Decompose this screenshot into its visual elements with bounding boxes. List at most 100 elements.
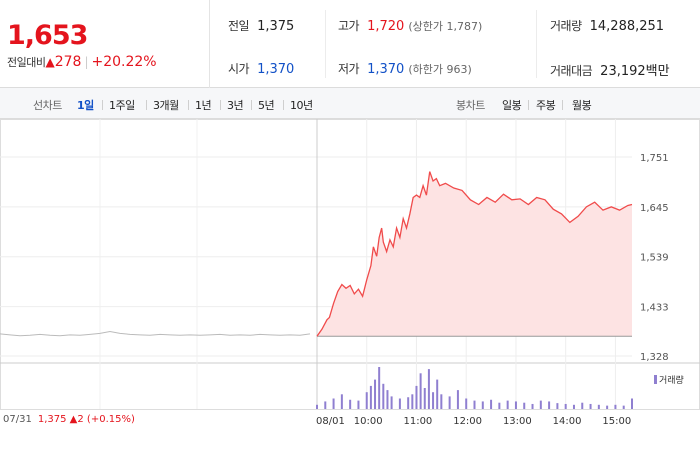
volume-bar (415, 385, 418, 409)
volume-bar (369, 385, 372, 409)
volume-bar (514, 401, 517, 409)
volume-bar (340, 394, 343, 409)
volume-swatch (654, 375, 657, 384)
volume-bar (374, 379, 377, 409)
today-area (317, 171, 632, 337)
volume-bar (589, 403, 592, 409)
volume-bar (332, 398, 335, 409)
divider (536, 10, 537, 78)
volume-bar (448, 396, 451, 409)
period-tab-5y[interactable]: 5년 (258, 99, 275, 112)
period-tab-3y[interactable]: 3년 (227, 99, 244, 112)
volume-legend: 거래량 (654, 373, 684, 386)
period-tab-10y[interactable]: 10년 (290, 99, 313, 112)
divider: | (84, 55, 89, 69)
x-tick-label: 15:00 (602, 416, 631, 427)
volume-bar (581, 402, 584, 409)
volume-bar (539, 400, 542, 409)
x-tick-label: 12:00 (453, 416, 482, 427)
candle-tab-weekly[interactable]: 주봉 (536, 99, 556, 112)
prev-close-label: 전일 (228, 19, 250, 33)
x-tick-label: 13:00 (503, 416, 532, 427)
volume-bar (523, 402, 526, 409)
prev-close-cell: 전일 1,375 (228, 17, 294, 34)
volume-legend-label: 거래량 (659, 376, 684, 386)
prev-close-value: 1,375 (257, 19, 295, 34)
divider (220, 100, 221, 110)
y-tick-label: 1,539 (640, 253, 669, 264)
x-tick-label: 08/01 (316, 416, 345, 427)
candle-tab-daily[interactable]: 일봉 (502, 99, 522, 112)
volume-bar (436, 379, 439, 409)
previous-day-line (0, 331, 311, 337)
volume-bar (423, 388, 426, 409)
volume-bar (440, 394, 443, 409)
divider (251, 100, 252, 110)
prev-day-footer: 07/31 1,375 ▲2 (+0.15%) (3, 414, 135, 425)
open-label: 시가 (228, 62, 250, 76)
volume-bar (378, 367, 381, 409)
divider (146, 100, 147, 110)
current-price-box: 1,653 전일대비▲278 | +20.22% (0, 0, 210, 88)
prev-rate: (+0.15%) (86, 414, 135, 425)
high-cell: 고가 1,720 (상한가 1,787) (338, 17, 482, 34)
period-tab-1y[interactable]: 1년 (195, 99, 212, 112)
y-tick-label: 1,433 (640, 303, 669, 314)
volume-bar (473, 400, 476, 409)
change-rate: +20.22% (91, 54, 157, 70)
price-change: 전일대비▲278 | +20.22% (7, 54, 157, 70)
period-tab-1d[interactable]: 1일 (77, 99, 94, 112)
volume-bar (597, 404, 600, 409)
divider (325, 10, 326, 78)
amount-label: 거래대금 (550, 64, 593, 78)
volume-bar (398, 398, 401, 409)
volume-bar (407, 397, 410, 409)
open-value: 1,370 (257, 62, 295, 77)
x-tick-label: 10:00 (354, 416, 383, 427)
volume-bar (386, 390, 389, 409)
chart-toolbar: 선차트 1일 1주일 3개월 1년 3년 5년 10년 봉차트 일봉 주봉 월봉 (0, 88, 700, 119)
volume-bar (365, 392, 368, 409)
prev-date: 07/31 (3, 414, 32, 425)
volume-bar (506, 400, 509, 409)
volume-bar (382, 383, 385, 409)
volume-bar (349, 399, 352, 409)
volume-label: 거래량 (550, 19, 582, 33)
period-tab-3m[interactable]: 3개월 (153, 99, 179, 112)
divider (283, 100, 284, 110)
candle-chart-label: 봉차트 (456, 99, 485, 112)
volume-bar (606, 405, 609, 409)
volume-bar (531, 403, 534, 409)
divider (188, 100, 189, 110)
line-chart-label: 선차트 (33, 99, 62, 112)
volume-bar (456, 390, 459, 409)
prev-price: 1,375 (37, 414, 67, 425)
volume-bar (357, 400, 360, 409)
volume-cell: 거래량 14,288,251 (550, 17, 664, 34)
volume-bar (316, 404, 318, 409)
y-tick-label: 1,645 (640, 203, 669, 214)
volume-bar (548, 401, 551, 409)
period-tab-1w[interactable]: 1주일 (109, 99, 135, 112)
today-price-line (316, 171, 633, 337)
candle-tab-monthly[interactable]: 월봉 (572, 99, 592, 112)
volume-bar (556, 403, 559, 409)
volume-bar (411, 394, 414, 409)
volume-bar (390, 396, 393, 409)
lower-limit: (하한가 963) (408, 63, 472, 76)
volume-bar (614, 404, 617, 409)
stock-summary: 1,653 전일대비▲278 | +20.22% 전일 1,375 시가 1,370 고… (0, 0, 700, 88)
volume-bar (564, 403, 567, 409)
volume-bar (631, 398, 633, 409)
y-tick-label: 1,328 (640, 352, 669, 363)
y-tick-label: 1,751 (640, 153, 669, 164)
high-value: 1,720 (367, 19, 405, 34)
low-value: 1,370 (367, 62, 405, 77)
up-arrow-icon: ▲ (45, 55, 55, 69)
open-cell: 시가 1,370 (228, 60, 294, 77)
volume-bar (490, 399, 493, 409)
upper-limit: (상한가 1,787) (408, 20, 483, 33)
volume-bar (427, 369, 430, 409)
change-value: 278 (54, 54, 82, 70)
x-tick-label: 11:00 (403, 416, 432, 427)
